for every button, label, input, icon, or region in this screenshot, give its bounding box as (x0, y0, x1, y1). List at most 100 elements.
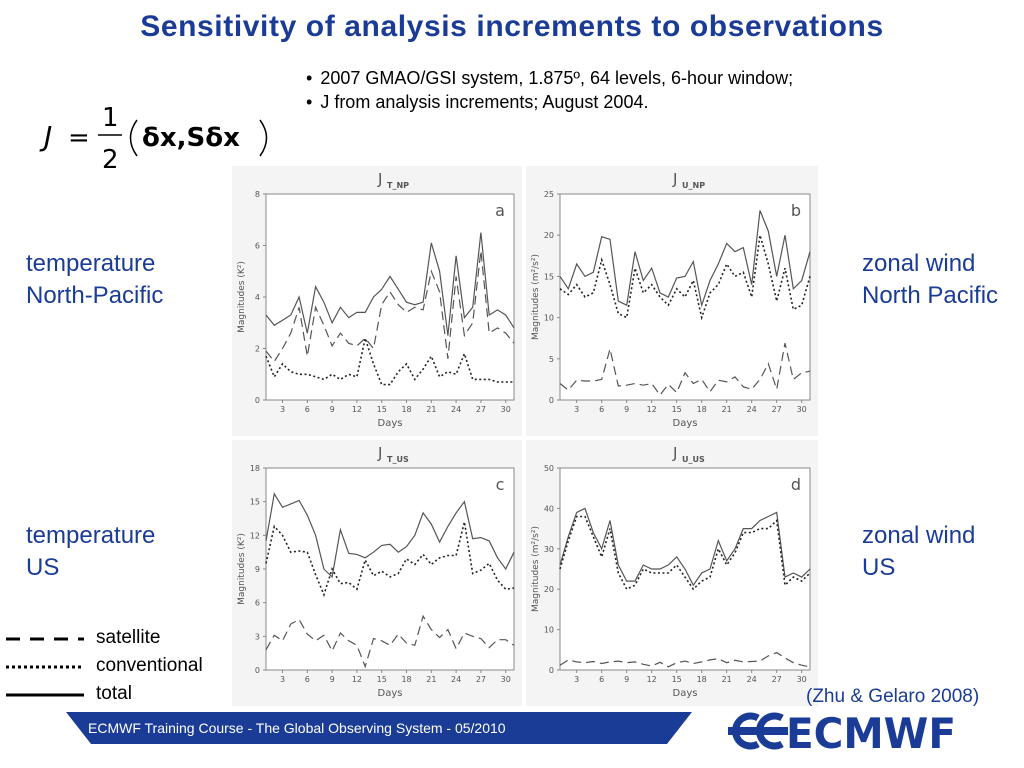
x-axis-label: Days (673, 688, 698, 699)
series-line-conventional (265, 521, 515, 598)
panel-letter: d (791, 475, 801, 494)
right-paren (259, 119, 268, 157)
y-tick-label: 0 (255, 666, 260, 675)
legend-label: satellite (96, 627, 161, 648)
bullet-item: J from analysis increments; August 2004. (306, 90, 793, 114)
dashed-line-swatch (6, 637, 84, 641)
y-tick-label: 8 (255, 190, 260, 199)
x-tick-label: 30 (797, 405, 807, 414)
x-tick-label: 24 (451, 405, 461, 414)
x-tick-label: 27 (476, 675, 486, 684)
x-tick-label: 3 (574, 405, 579, 414)
legend-item-satellite: satellite (4, 626, 234, 654)
x-tick-label: 15 (377, 405, 387, 414)
label-temperature-north-pacific: temperature North-Pacific (26, 250, 164, 309)
label-temperature-us: temperature US (26, 522, 156, 581)
y-tick-label: 15 (544, 272, 554, 281)
x-tick-label: 27 (772, 675, 782, 684)
formula-lhs: J (39, 120, 52, 153)
x-tick-label: 15 (672, 405, 682, 414)
x-tick-label: 21 (722, 405, 732, 414)
x-tick-label: 12 (352, 675, 362, 684)
bullet-item: 2007 GMAO/GSI system, 1.875º, 64 levels,… (306, 66, 793, 90)
logo-wordmark: ECMWF (786, 709, 956, 756)
series-line-total (559, 210, 811, 308)
x-tick-label: 3 (280, 675, 285, 684)
chart-panel-c: J T_USc 0 3 6 9 12 15 18 3 6 9 12 15 18 21 24 27 30 Days Mag… (232, 440, 522, 706)
x-tick-label: 9 (624, 405, 629, 414)
y-tick-label: 5 (549, 355, 554, 364)
left-paren (129, 119, 138, 157)
dotted-line-swatch (6, 665, 84, 669)
x-tick-label: 12 (352, 405, 362, 414)
panel-letter: a (495, 201, 505, 220)
x-axis-label: Days (378, 688, 403, 699)
x-tick-label: 12 (647, 405, 657, 414)
series-line-total (265, 232, 515, 336)
y-tick-label: 0 (255, 396, 260, 405)
chart-title-subscript: U_US (682, 455, 705, 464)
x-tick-label: 3 (280, 405, 285, 414)
plot-area (265, 467, 515, 671)
y-tick-label: 2 (255, 345, 260, 354)
x-tick-label: 30 (501, 405, 511, 414)
chart-title: J (672, 444, 677, 462)
y-axis-label: Magnitudes (K²) (237, 533, 247, 605)
series-line-satellite (559, 651, 811, 668)
x-tick-label: 6 (305, 405, 310, 414)
chart-title: J (377, 444, 382, 462)
x-tick-label: 9 (330, 675, 335, 684)
y-tick-label: 10 (544, 626, 554, 635)
x-tick-label: 24 (451, 675, 461, 684)
x-tick-label: 18 (697, 405, 707, 414)
legend-item-total: total (4, 682, 234, 710)
x-tick-label: 27 (476, 405, 486, 414)
formula-numerator: 1 (102, 103, 119, 133)
x-tick-label: 15 (377, 675, 387, 684)
x-tick-label: 15 (672, 675, 682, 684)
y-tick-label: 3 (255, 632, 260, 641)
legend-label: total (96, 683, 132, 704)
x-tick-label: 24 (747, 675, 757, 684)
x-tick-label: 6 (305, 675, 310, 684)
y-tick-label: 0 (549, 396, 554, 405)
y-tick-label: 18 (250, 464, 260, 473)
y-tick-label: 15 (250, 498, 260, 507)
panel-letter: b (791, 201, 801, 220)
chart-title-subscript: U_NP (682, 181, 705, 190)
series-line-total (265, 492, 515, 579)
slide-title: Sensitivity of analysis increments to ob… (140, 10, 884, 43)
chart-panel-b: J U_NPb 0 5 10 15 20 25 3 6 9 12 15 18 21 24 27 30 Days Mag… (526, 166, 818, 436)
chart-title: J (377, 170, 382, 188)
chart-title-subscript: T_NP (387, 181, 409, 190)
plot-area (265, 193, 515, 401)
legend: satellite conventional total (4, 626, 234, 710)
legend-item-conventional: conventional (4, 654, 234, 682)
bullet-list: 2007 GMAO/GSI system, 1.875º, 64 levels,… (306, 66, 793, 114)
y-axis-label: Magnitudes (K²) (237, 261, 247, 333)
x-tick-label: 30 (797, 675, 807, 684)
x-tick-label: 3 (574, 675, 579, 684)
y-axis-label: Magnitudes (m²/s²) (531, 254, 541, 340)
y-tick-label: 12 (250, 531, 260, 540)
x-tick-label: 6 (599, 675, 604, 684)
series-line-satellite (265, 614, 515, 669)
formula-body: δx,Sδx (142, 123, 240, 153)
y-tick-label: 6 (255, 242, 260, 251)
series-line-conventional (559, 515, 811, 591)
label-zonal-wind-us: zonal wind US (862, 522, 976, 581)
y-tick-label: 40 (544, 504, 554, 513)
series-line-total (559, 507, 811, 587)
x-tick-label: 18 (401, 675, 411, 684)
y-axis-label: Magnitudes (m²/s²) (531, 526, 541, 612)
series-line-conventional (265, 335, 514, 386)
x-tick-label: 21 (426, 675, 436, 684)
plot-area (559, 193, 811, 401)
x-tick-label: 30 (501, 675, 511, 684)
y-tick-label: 0 (549, 666, 554, 675)
y-tick-label: 6 (255, 599, 260, 608)
series-line-conventional (559, 234, 811, 321)
y-tick-label: 10 (544, 314, 554, 323)
formula-denominator: 2 (102, 145, 119, 175)
